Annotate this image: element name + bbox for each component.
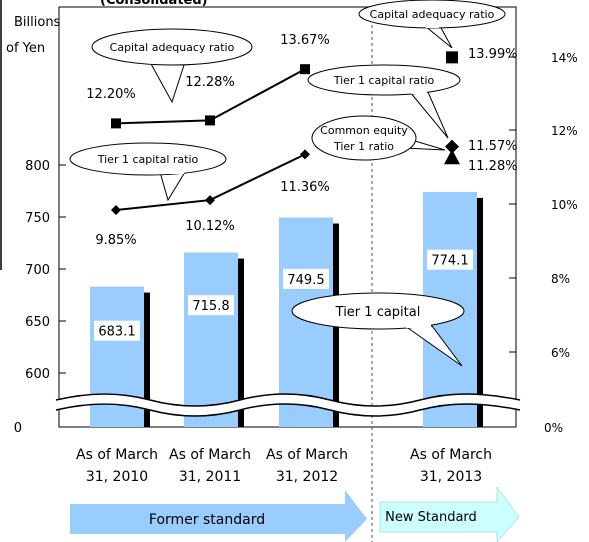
tick-right-8: 8% (551, 272, 570, 286)
bar-tier1-capital (184, 252, 238, 427)
former-standard-label: Former standard (149, 512, 265, 528)
callout-t1-right-tail (408, 91, 449, 139)
y-axis-label-line-2: of Yen (6, 41, 45, 56)
bar-group: 683.1 715.8 749.5 774.1 (90, 191, 483, 427)
axis-break-band (56, 394, 520, 416)
category-label-2013-line-2: 31, 2013 (420, 469, 482, 485)
callout-car-left: Capital adequacy ratio (91, 28, 253, 104)
tick-right-10: 10% (551, 198, 578, 212)
marker-capital-adequacy-ratio (300, 64, 310, 75)
marker-tier1-capital-ratio (205, 195, 215, 206)
callout-car-right-tail-cover (426, 24, 439, 28)
label-capital-adequacy-ratio: 13.99% (468, 47, 518, 62)
label-capital-adequacy-ratio: 12.28% (185, 75, 235, 90)
tick-left-750: 750 (25, 211, 50, 226)
label-tier1-capital-ratio: 9.85% (95, 233, 136, 248)
callout-cet1-right-line-2: Tier 1 ratio (333, 140, 394, 153)
category-label-2010-line-1: As of March (76, 447, 158, 463)
ratio-lines: 12.20% 12.28% 13.67% 13.99% 9.85% 10.12% 11.36… (86, 33, 517, 248)
bar-value-label: 683.1 (98, 325, 135, 340)
category-label-2010-line-2: 31, 2010 (86, 469, 148, 485)
marker-common-equity-tier1-ratio (444, 149, 460, 165)
tick-right-0: 0% (544, 421, 563, 435)
axis-break-line-top (55, 393, 521, 407)
bar-shadow (238, 258, 244, 427)
x-axis-labels: As of March 31, 2010 As of March 31, 201… (76, 447, 492, 485)
tick-right-12: 12% (551, 124, 578, 138)
callout-t1-left-text: Tier 1 capital ratio (97, 153, 199, 166)
left-axis: 800 750 700 650 600 0 (14, 159, 66, 436)
callout-t1-left-tail-cover (161, 170, 184, 174)
callout-cet1-right-tail-cover (402, 139, 408, 148)
label-capital-adequacy-ratio: 12.20% (86, 87, 136, 102)
callout-car-left-tail-cover (151, 60, 184, 64)
category-label-2013-line-1: As of March (410, 447, 492, 463)
callout-t1-left: Tier 1 capital ratio (69, 142, 227, 202)
callout-cet1-right-bubble (311, 115, 417, 161)
callout-car-left-tail (149, 61, 186, 104)
tick-left-0: 0 (14, 421, 22, 436)
y-axis-label-line-1: Billions (14, 15, 61, 30)
tick-right-6: 6% (551, 346, 570, 360)
tick-left-800: 800 (25, 159, 50, 174)
callout-tier1-capital-bubble (291, 292, 465, 330)
callout-cet1-right: Common equity Tier 1 ratio (311, 115, 446, 161)
label-tier1-capital-ratio: 11.57% (468, 139, 518, 154)
callout-car-right: Capital adequacy ratio (358, 0, 506, 49)
marker-capital-adequacy-ratio (111, 118, 121, 129)
callout-t1-left-bubble (69, 142, 227, 176)
label-common-equity-tier1-ratio: 11.28% (468, 159, 518, 174)
label-tier1-capital-ratio: 11.36% (280, 180, 330, 195)
category-label-2012-line-1: As of March (266, 447, 348, 463)
callout-t1-right: Tier 1 capital ratio (307, 64, 461, 139)
bar-label-box (188, 295, 234, 316)
bar-value-label: 774.1 (431, 254, 468, 269)
category-label-2011-line-1: As of March (169, 447, 251, 463)
marker-tier1-capital-ratio (445, 139, 459, 154)
bar-shadow (477, 197, 483, 427)
callout-car-left-text: Capital adequacy ratio (110, 41, 235, 54)
bar-label-box (283, 268, 329, 289)
label-capital-adequacy-ratio: 13.67% (280, 33, 330, 48)
callout-car-right-text: Capital adequacy ratio (370, 8, 495, 21)
marker-capital-adequacy-ratio (205, 115, 215, 126)
callout-cet1-right-line-1: Common equity (320, 124, 408, 137)
tick-left-650: 650 (25, 315, 50, 330)
category-label-2012-line-2: 31, 2012 (276, 469, 338, 485)
marker-tier1-capital-ratio (111, 205, 121, 216)
callout-car-right-tail (423, 25, 453, 49)
right-axis: 14% 12% 10% 8% 6% 0% (509, 51, 578, 435)
bar-value-label: 715.8 (192, 299, 229, 314)
callout-t1-right-tail-cover (411, 90, 427, 94)
tick-left-700: 700 (25, 263, 50, 278)
callout-t1-left-tail (159, 171, 186, 202)
callout-t1-right-bubble (307, 64, 461, 96)
former-standard-arrow: Former standard (70, 490, 367, 542)
bar-label-box (94, 320, 140, 341)
bar-shadow (144, 292, 150, 427)
tick-right-14: 14% (551, 51, 578, 65)
new-standard-label: New Standard (385, 510, 477, 525)
callout-car-left-bubble (91, 28, 253, 66)
chart-title: (Consolidated) (100, 0, 208, 8)
callout-t1-right-text: Tier 1 capital ratio (333, 74, 435, 87)
new-standard-arrow: New Standard (379, 486, 520, 542)
former-standard-arrow-shape (70, 490, 367, 542)
axis-break (55, 393, 521, 417)
tick-left-600: 600 (25, 367, 50, 382)
axis-break-line-bottom (55, 403, 521, 417)
bar-value-label: 749.5 (287, 273, 324, 288)
label-tier1-capital-ratio: 10.12% (185, 219, 235, 234)
marker-tier1-capital-ratio (300, 149, 310, 160)
callout-tier1-capital-tail-cover (406, 323, 431, 328)
callout-tier1-capital-text: Tier 1 capital (335, 305, 421, 320)
bar-label-box (427, 249, 473, 270)
category-label-2011-line-2: 31, 2011 (179, 469, 241, 485)
callout-tier1-capital: Tier 1 capital (291, 292, 465, 367)
marker-capital-adequacy-ratio (446, 51, 458, 64)
new-standard-arrow-shape (379, 486, 520, 542)
